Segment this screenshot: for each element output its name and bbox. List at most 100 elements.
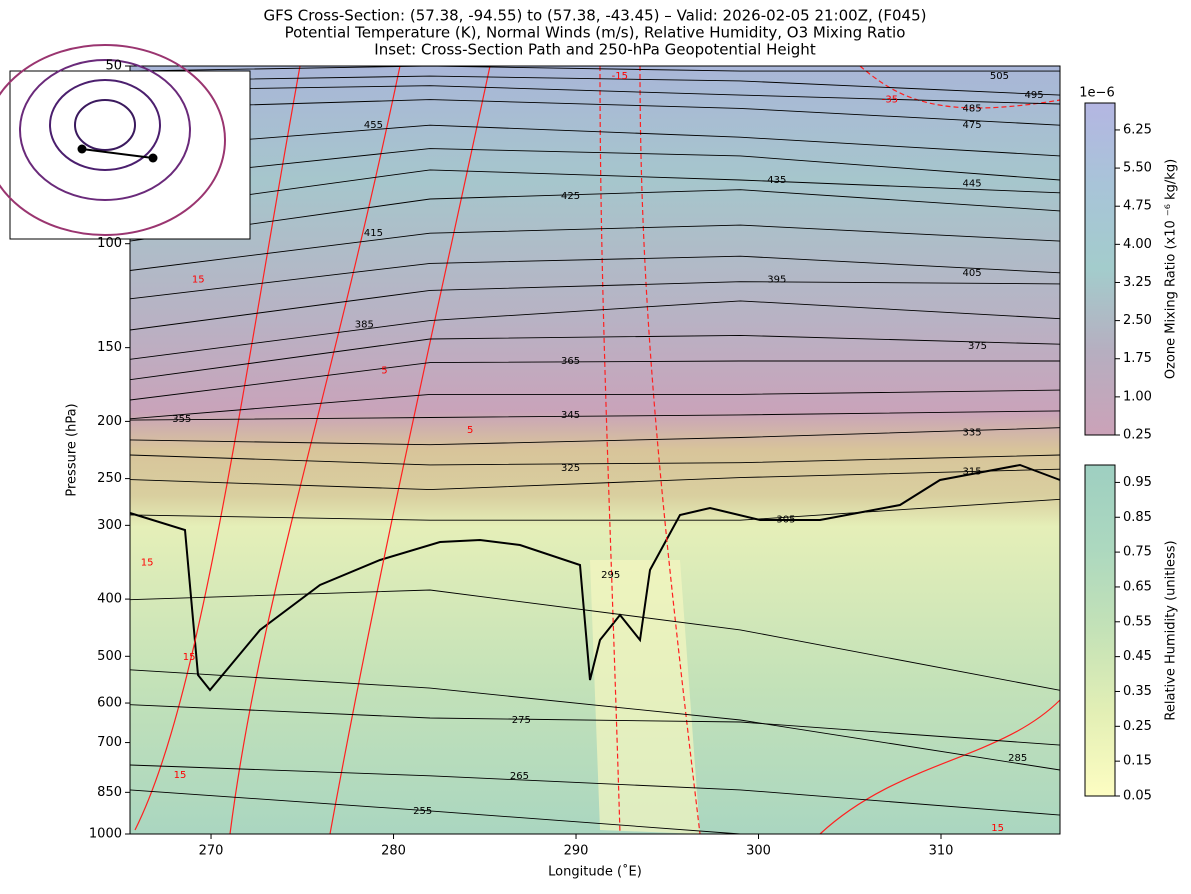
y-tick-label: 200 xyxy=(97,414,122,429)
theta-label: 475 xyxy=(962,120,981,131)
theta-label: 435 xyxy=(767,175,786,186)
height-contour xyxy=(19,59,191,201)
title-line: Potential Temperature (K), Normal Winds … xyxy=(285,24,906,42)
colorbar-tick-label: 5.50 xyxy=(1123,161,1152,176)
theta-label: 445 xyxy=(962,178,981,189)
y-tick-label: 850 xyxy=(97,785,122,800)
x-tick-label: 290 xyxy=(564,844,589,859)
theta-contour xyxy=(129,360,1060,401)
plot-frame xyxy=(129,65,1061,835)
colorbar-offset: 1e−6 xyxy=(1079,86,1114,101)
wind-label: 5 xyxy=(467,425,473,436)
colorbar-tick-label: 0.65 xyxy=(1123,579,1152,594)
colorbar-tick-label: 0.45 xyxy=(1123,649,1152,664)
theta-contour xyxy=(129,427,1061,446)
colorbar-tick-label: 0.15 xyxy=(1123,754,1152,769)
wind-contour xyxy=(134,65,1061,835)
theta-contour xyxy=(129,300,1061,360)
theta-label: 385 xyxy=(355,319,374,330)
path-start xyxy=(77,144,87,154)
theta-contour xyxy=(129,498,1061,521)
theta-contour xyxy=(129,65,1060,72)
wind-label: -15 xyxy=(612,71,628,82)
theta-label: 325 xyxy=(561,463,580,474)
theta-contour xyxy=(129,589,1061,691)
tropopause-line xyxy=(129,463,1061,692)
colorbar-tick-label: 0.85 xyxy=(1123,510,1152,525)
theta-label: 315 xyxy=(962,466,981,477)
title-line: GFS Cross-Section: (57.38, -94.55) to (5… xyxy=(264,7,927,25)
theta-contour xyxy=(129,124,1061,157)
theta-contour xyxy=(129,99,1061,126)
colorbar-tick-label: 4.75 xyxy=(1123,199,1152,214)
theta-contour xyxy=(129,468,1061,491)
theta-contour xyxy=(129,189,1061,242)
theta-contour xyxy=(129,334,1061,381)
colorbar-tick-label: 0.25 xyxy=(1123,428,1152,443)
theta-label: 275 xyxy=(512,715,531,726)
theta-label: 285 xyxy=(1008,753,1027,764)
section-path xyxy=(81,148,154,159)
wind-label: 15 xyxy=(174,770,187,781)
theta-contour xyxy=(129,224,1061,271)
colorbar xyxy=(1084,102,1116,436)
theta-contour xyxy=(129,669,1061,771)
theta-contour xyxy=(129,389,1061,420)
theta-contour xyxy=(129,148,1061,181)
theta-label: 415 xyxy=(364,228,383,239)
y-tick-label: 700 xyxy=(97,735,122,750)
x-axis-label: Longitude (˚E) xyxy=(548,864,642,880)
y-tick-label: 400 xyxy=(97,592,122,607)
y-tick-label: 500 xyxy=(97,649,122,664)
wind-label: 15 xyxy=(192,275,205,286)
wind-label: 15 xyxy=(141,558,154,569)
theta-label: 255 xyxy=(413,806,432,817)
inset-map xyxy=(0,44,251,240)
theta-label: 485 xyxy=(962,103,981,114)
x-tick-label: 280 xyxy=(381,844,406,859)
height-contour xyxy=(74,99,136,151)
theta-contour xyxy=(129,764,1061,816)
colorbar-tick-label: 4.00 xyxy=(1123,237,1152,252)
theta-label: 295 xyxy=(601,570,620,581)
colorbar-tick-label: 0.35 xyxy=(1123,684,1152,699)
x-tick-label: 310 xyxy=(929,844,954,859)
path-end xyxy=(148,153,158,163)
theta-contour xyxy=(129,410,1061,421)
theta-contour xyxy=(129,704,1061,746)
theta-label: 405 xyxy=(962,268,981,279)
colorbar-tick-label: 0.95 xyxy=(1123,475,1152,490)
colorbar-tick-label: 2.50 xyxy=(1123,313,1152,328)
theta-contour xyxy=(129,75,1061,96)
colorbar-tick-label: 0.75 xyxy=(1123,545,1152,560)
y-tick-label: 100 xyxy=(97,236,122,251)
theta-label: 495 xyxy=(1025,90,1044,101)
colorbar-tick-label: 6.25 xyxy=(1123,122,1152,137)
field-shading xyxy=(130,66,1060,834)
theta-contour xyxy=(129,281,1061,331)
colorbar xyxy=(1084,464,1116,797)
colorbar-tick-label: 0.55 xyxy=(1123,614,1152,629)
wind-contour-negative xyxy=(599,65,1061,835)
theta-label: 455 xyxy=(364,120,383,131)
colorbar-label: Relative Humidity (unitless) xyxy=(1164,540,1179,720)
colorbar-label: Ozone Mixing Ratio (x10 ⁻⁶ kg/kg) xyxy=(1164,159,1179,379)
y-tick-label: 600 xyxy=(97,696,122,711)
colorbar-tick-label: 0.25 xyxy=(1123,719,1152,734)
theta-label: 305 xyxy=(776,514,795,525)
theta-label: 425 xyxy=(561,191,580,202)
theta-contour xyxy=(129,255,1061,300)
height-contour xyxy=(0,44,226,236)
title-line: Inset: Cross-Section Path and 250-hPa Ge… xyxy=(374,41,816,59)
theta-contour xyxy=(129,85,1061,105)
colorbar-tick-label: 0.05 xyxy=(1123,789,1152,804)
theta-label: 375 xyxy=(968,341,987,352)
theta-label: 265 xyxy=(510,771,529,782)
colorbar-tick-label: 1.75 xyxy=(1123,351,1152,366)
theta-label: 365 xyxy=(561,356,580,367)
y-tick-label: 300 xyxy=(97,518,122,533)
y-tick-label: 250 xyxy=(97,471,122,486)
wind-label: 15 xyxy=(183,652,196,663)
y-tick-label: 1000 xyxy=(89,827,122,842)
